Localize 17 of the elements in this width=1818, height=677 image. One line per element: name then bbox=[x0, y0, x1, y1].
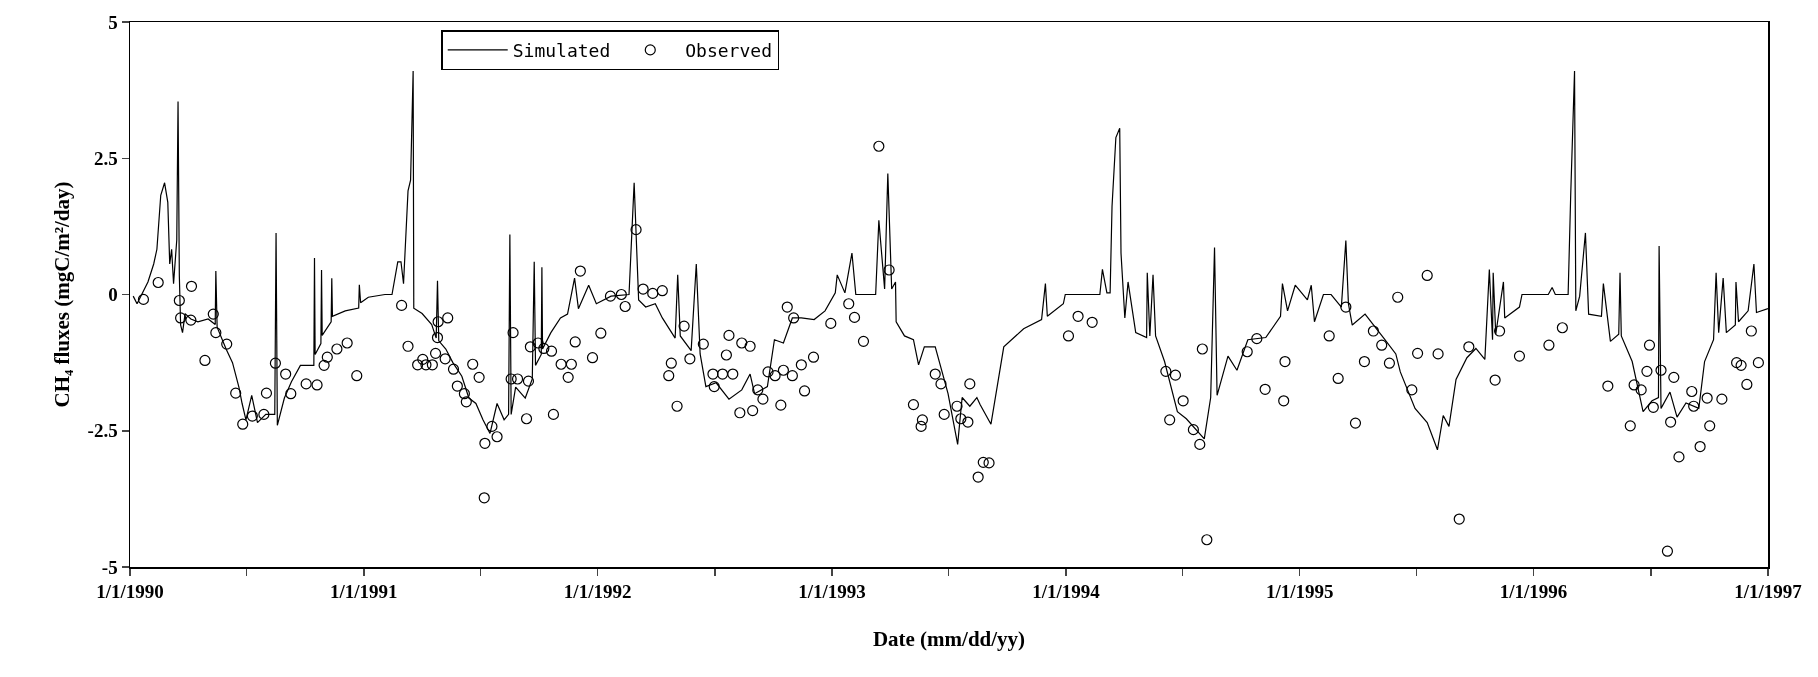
y-tick-label: -5 bbox=[101, 556, 118, 578]
legend-label: Observed bbox=[685, 39, 772, 61]
x-tick-label: 1/1/1997 bbox=[1734, 581, 1803, 603]
y-tick-label: 2.5 bbox=[93, 147, 118, 169]
x-tick-label: 1/1/1994 bbox=[1032, 581, 1101, 603]
x-axis-title: Date (mm/dd/yy) bbox=[872, 627, 1026, 652]
y-tick-label: 0 bbox=[108, 284, 118, 306]
y-tick-label: -2.5 bbox=[87, 420, 118, 442]
x-tick-label: 1/1/1995 bbox=[1265, 581, 1334, 603]
x-tick-label: 1/1/1996 bbox=[1499, 581, 1568, 603]
y-tick-label: 5 bbox=[108, 11, 118, 33]
x-tick-label: 1/1/1991 bbox=[330, 581, 398, 603]
y-axis-title: CH₄ fluxes (mgC/m²/day) bbox=[50, 181, 75, 408]
x-tick-label: 1/1/1993 bbox=[798, 581, 866, 603]
x-tick-label: 1/1/1992 bbox=[563, 581, 632, 603]
x-tick-label: 1/1/1990 bbox=[96, 581, 164, 603]
legend-label: Simulated bbox=[512, 39, 611, 61]
